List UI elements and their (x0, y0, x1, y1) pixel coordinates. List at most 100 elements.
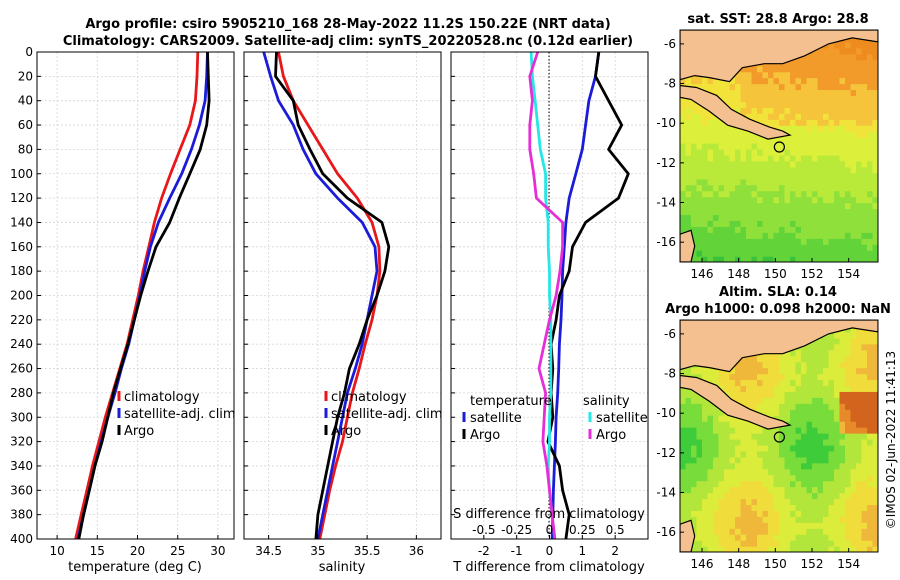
sla-cell (691, 540, 698, 547)
sla-cell (867, 522, 874, 529)
sst-cell (735, 154, 742, 162)
sst-cell (823, 256, 830, 262)
sst-cell (828, 250, 835, 257)
sla-cell (834, 546, 841, 552)
series-line-s-argo (528, 51, 564, 540)
sst-cell (696, 143, 703, 150)
sst-cell (812, 244, 819, 251)
sla-cell (795, 355, 802, 363)
sst-cell (762, 113, 769, 120)
sla-cell (685, 367, 692, 375)
sla-cell (828, 373, 835, 381)
sla-cell (757, 379, 764, 387)
sst-cell (839, 154, 846, 162)
sla-cell (768, 486, 775, 494)
sla-cell (751, 373, 758, 381)
sst-cell (795, 244, 802, 251)
sst-cell (773, 107, 780, 114)
sla-cell (740, 444, 747, 452)
sla-cell (790, 373, 797, 381)
sla-cell (806, 510, 813, 517)
sst-cell (779, 77, 786, 85)
sla-cell (845, 397, 852, 404)
sst-cell (845, 125, 852, 132)
sst-cell (696, 113, 703, 120)
sst-cell (768, 154, 775, 162)
sla-cell (729, 504, 736, 511)
sla-cell (806, 439, 813, 446)
sla-cell (729, 367, 736, 375)
map-y-tick-label: -6 (664, 327, 676, 341)
sla-cell (801, 546, 808, 552)
sst-cell (751, 226, 758, 233)
sla-cell (817, 540, 824, 547)
sst-cell (850, 131, 857, 138)
sst-cell (867, 208, 874, 216)
sst-cell (740, 131, 747, 138)
sst-cell (806, 250, 813, 257)
sst-cell (839, 113, 846, 120)
sla-cell (839, 456, 846, 464)
sla-cell (834, 540, 841, 547)
sst-cell (872, 190, 878, 198)
sst-cell (718, 154, 725, 162)
sst-cell (746, 71, 753, 79)
sla-cell (702, 546, 709, 552)
sla-cell (724, 379, 731, 387)
sla-cell (845, 492, 852, 500)
sla-cell (801, 480, 808, 488)
sst-cell (784, 149, 791, 156)
sst-cell (762, 143, 769, 150)
sst-cell (828, 101, 835, 108)
sla-cell (812, 439, 819, 446)
sla-cell (762, 385, 769, 392)
sst-cell (817, 101, 824, 108)
sst-cell (790, 160, 797, 168)
sst-cell (872, 149, 878, 156)
sla-cell (856, 385, 863, 392)
sst-cell (806, 89, 813, 97)
sla-cell (735, 474, 742, 482)
sla-cell (751, 391, 758, 398)
sla-cell (828, 403, 835, 410)
sst-cell (757, 143, 764, 150)
sst-cell (696, 256, 703, 262)
sla-cell (801, 462, 808, 470)
sst-cell (872, 232, 878, 239)
sla-cell (724, 522, 731, 529)
sla-cell (812, 474, 819, 482)
sla-cell (784, 379, 791, 387)
sla-cell (845, 504, 852, 511)
sst-cell (784, 119, 791, 126)
sla-cell (790, 540, 797, 547)
sst-cell (691, 202, 698, 210)
sst-cell (757, 250, 764, 257)
sla-cell (828, 468, 835, 476)
sla-cell (685, 397, 692, 404)
sla-cell (757, 528, 764, 535)
sla-cell (773, 534, 780, 541)
sst-cell (856, 77, 863, 85)
sla-cell (735, 510, 742, 517)
sst-cell (768, 149, 775, 156)
sst-cell (867, 113, 874, 120)
sst-cell (801, 107, 808, 114)
sla-cell (685, 415, 692, 422)
sst-cell (762, 256, 769, 262)
sst-cell (817, 238, 824, 245)
sla-cell (762, 486, 769, 494)
sla-cell (696, 516, 703, 523)
sla-cell (828, 510, 835, 517)
sla-cell (867, 337, 874, 345)
sst-cell (713, 244, 720, 251)
sst-cell (790, 89, 797, 97)
sst-cell (790, 214, 797, 221)
sst-cell (839, 220, 846, 227)
sst-cell (768, 226, 775, 233)
sst-cell (801, 95, 808, 102)
sst-cell (740, 196, 747, 204)
sst-cell (850, 154, 857, 162)
sla-cell (751, 510, 758, 517)
map-y-tick-label: -10 (656, 116, 676, 130)
sla-cell (790, 361, 797, 369)
